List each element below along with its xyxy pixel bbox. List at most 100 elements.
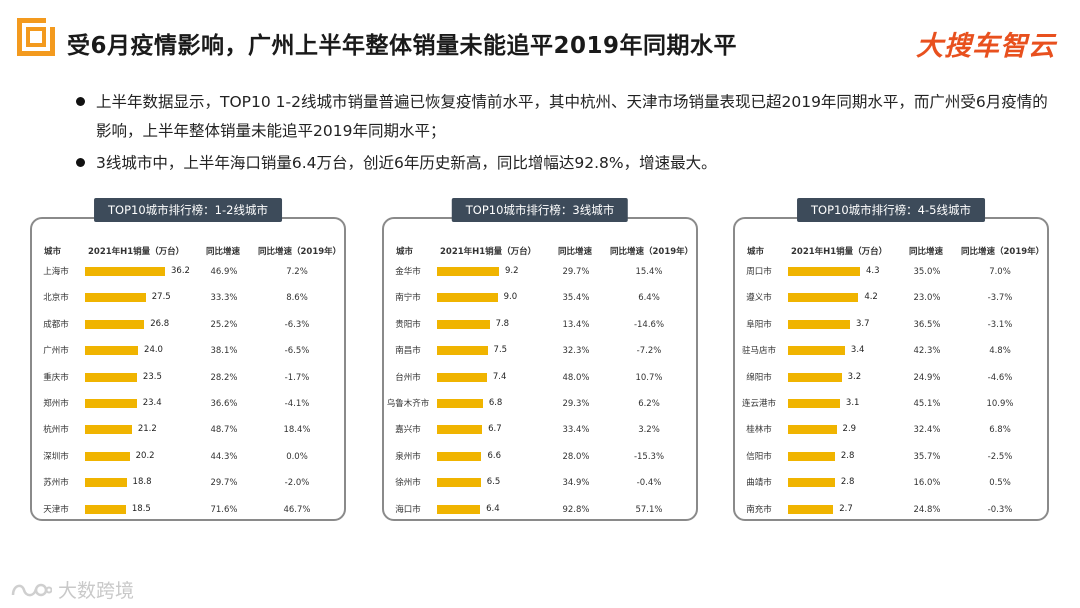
ranking-panel-tier4-5: TOP10城市排行榜：4-5线城市 城市 2021年H1销量（万台） 同比增速 … (733, 198, 1049, 521)
sales-value-label: 2.7 (839, 503, 853, 514)
table-row: 重庆市 23.5 28.2% -1.7% (32, 369, 344, 387)
yoy2019-value: -4.6% (987, 372, 1013, 383)
table-row: 阜阳市 3.7 36.5% -3.1% (735, 316, 1047, 334)
yoy2019-value: 0.5% (989, 478, 1011, 489)
sales-bar (437, 504, 481, 514)
city-label: 杭州市 (43, 425, 69, 436)
table-row: 信阳市 2.8 35.7% -2.5% (735, 448, 1047, 466)
yoy-value: 24.9% (913, 372, 941, 383)
yoy2019-value: -6.3% (284, 319, 310, 330)
city-label: 驻马店市 (741, 346, 776, 357)
yoy-value: 24.8% (913, 504, 941, 515)
yoy2019-value: -7.2% (636, 346, 662, 357)
bullet-text: 3线城市中，上半年海口销量6.4万台，创近6年历史新高，同比增幅达92.8%，增… (96, 154, 717, 172)
table-row: 乌鲁木齐市 6.8 29.3% 6.2% (384, 395, 696, 413)
table-row: 海口市 6.4 92.8% 57.1% (384, 501, 696, 519)
sales-value-label: 20.2 (135, 450, 155, 461)
yoy-value: 34.9% (562, 478, 590, 489)
sales-value-label: 3.7 (855, 318, 870, 329)
table-row: 上海市 36.2 46.9% 7.2% (32, 263, 344, 281)
city-label: 阜阳市 (746, 319, 772, 330)
sales-bar (437, 293, 498, 303)
sales-value-label: 23.4 (142, 398, 162, 408)
table-row: 天津市 18.5 71.6% 46.7% (32, 501, 344, 519)
city-label: 泉州市 (395, 451, 421, 462)
yoy-value: 16.0% (913, 478, 941, 489)
table-row: 周口市 4.3 35.0% 7.0% (735, 263, 1047, 281)
yoy2019-value: -0.3% (987, 504, 1013, 515)
city-label: 海口市 (395, 504, 421, 515)
watermark-logo-icon (11, 583, 52, 596)
sales-value-label: 18.5 (131, 503, 151, 514)
table-row: 泉州市 6.6 28.0% -15.3% (384, 448, 696, 466)
city-label: 天津市 (43, 504, 69, 515)
sales-bar (85, 346, 139, 356)
city-label: 郑州市 (43, 399, 69, 409)
sales-value-label: 6.8 (488, 398, 503, 408)
sales-bar (85, 451, 130, 461)
city-label: 绵阳市 (746, 372, 772, 383)
sales-bar (85, 425, 132, 435)
city-label: 深圳市 (43, 451, 69, 462)
city-label: 金华市 (395, 267, 421, 277)
city-label: 桂林市 (746, 425, 772, 436)
summary-bullets: 上半年数据显示，TOP10 1-2线城市销量普遍已恢复疫情前水平，其中杭州、天津… (76, 88, 1056, 178)
yoy-value: 36.6% (210, 399, 238, 409)
city-label: 连云港市 (741, 399, 776, 409)
col-header-yoy: 同比增速 (558, 247, 593, 257)
yoy2019-value: 18.4% (283, 425, 311, 436)
table-row: 驻马店市 3.4 42.3% 4.8% (735, 342, 1047, 360)
city-label: 成都市 (43, 319, 69, 330)
table-row: 广州市 24.0 38.1% -6.5% (32, 342, 344, 360)
sales-bar (788, 293, 859, 303)
yoy2019-value: 15.4% (635, 267, 663, 277)
city-label: 南昌市 (395, 346, 421, 357)
sales-value-label: 18.8 (132, 477, 152, 488)
table-row: 南昌市 7.5 32.3% -7.2% (384, 342, 696, 360)
city-label: 广州市 (43, 346, 69, 357)
col-header-sales: 2021年H1销量（万台） (88, 247, 185, 257)
yoy2019-value: 57.1% (635, 504, 663, 515)
sales-bar (85, 267, 165, 276)
sales-value-label: 2.9 (842, 424, 857, 435)
table-row: 南宁市 9.0 35.4% 6.4% (384, 289, 696, 307)
yoy2019-value: 6.8% (989, 425, 1011, 436)
sales-value-label: 26.8 (150, 318, 170, 329)
sales-bar (788, 267, 860, 276)
table-row: 曲靖市 2.8 16.0% 0.5% (735, 474, 1047, 492)
col-header-yoy: 同比增速 (909, 247, 944, 257)
sales-value-label: 4.2 (864, 292, 878, 303)
city-label: 徐州市 (395, 478, 421, 489)
city-label: 重庆市 (43, 372, 69, 383)
sales-bar (437, 399, 483, 408)
yoy2019-value: -1.7% (284, 372, 310, 383)
yoy-value: 29.3% (562, 399, 590, 409)
brand-logo: 大搜车智云 (916, 31, 1056, 62)
city-label: 上海市 (43, 267, 69, 277)
sales-value-label: 27.5 (151, 292, 171, 303)
yoy-value: 28.2% (210, 372, 238, 383)
yoy-value: 28.0% (562, 451, 590, 462)
yoy2019-value: 10.9% (986, 399, 1014, 409)
table-row: 深圳市 20.2 44.3% 0.0% (32, 448, 344, 466)
sales-value-label: 36.2 (171, 266, 190, 276)
table-row: 绵阳市 3.2 24.9% -4.6% (735, 369, 1047, 387)
yoy-value: 46.9% (210, 267, 238, 277)
yoy2019-value: 7.2% (286, 267, 308, 277)
table-row: 徐州市 6.5 34.9% -0.4% (384, 474, 696, 492)
city-label: 嘉兴市 (395, 425, 421, 436)
yoy-value: 42.3% (913, 346, 941, 357)
city-label: 曲靖市 (746, 478, 772, 489)
city-label: 南充市 (746, 504, 772, 515)
yoy-value: 13.4% (562, 319, 590, 330)
bullet-dot-icon (76, 97, 85, 106)
yoy2019-value: -3.1% (987, 319, 1013, 330)
yoy2019-value: -6.5% (284, 346, 310, 357)
table-row: 成都市 26.8 25.2% -6.3% (32, 316, 344, 334)
sales-bar (437, 346, 488, 356)
table-row: 贵阳市 7.8 13.4% -14.6% (384, 316, 696, 334)
watermark-text: 大数跨境 (58, 580, 135, 602)
sales-bar (788, 319, 850, 329)
sales-value-label: 9.2 (505, 266, 519, 276)
sales-value-label: 3.1 (845, 398, 860, 408)
